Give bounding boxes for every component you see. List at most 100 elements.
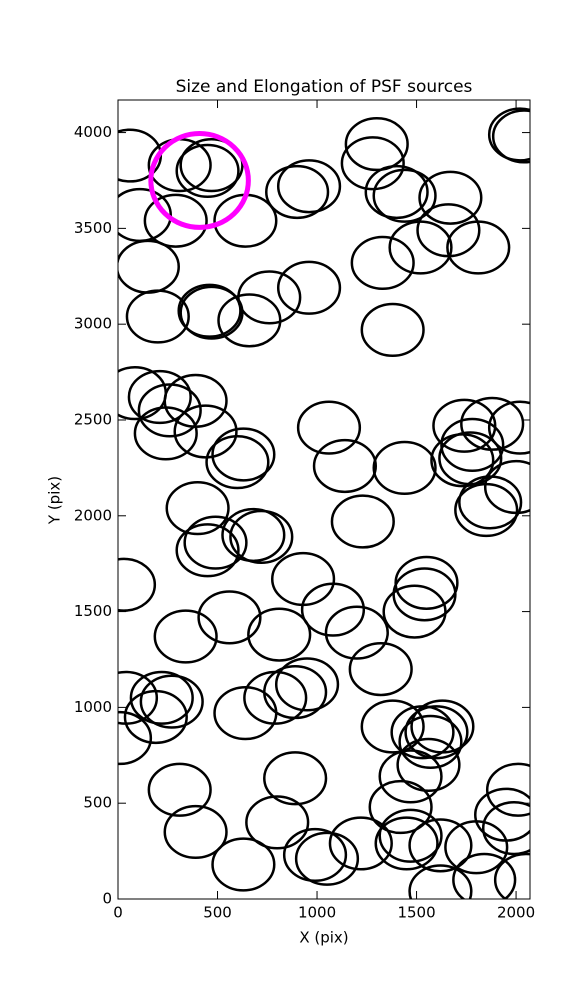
psf-ellipse bbox=[454, 482, 519, 538]
psf-ellipse bbox=[452, 852, 517, 899]
psf-ellipse bbox=[485, 762, 530, 817]
psf-ellipse bbox=[324, 605, 389, 660]
psf-ellipse bbox=[294, 831, 360, 886]
psf-ellipse bbox=[312, 438, 377, 494]
psf-ellipse bbox=[296, 400, 362, 455]
psf-ellipse bbox=[175, 523, 240, 578]
psf-ellipse bbox=[147, 762, 212, 817]
psf-ellipse bbox=[378, 749, 443, 804]
x-axis-label: X (pix) bbox=[299, 929, 348, 947]
psf-ellipse bbox=[197, 590, 262, 645]
psf-ellipse bbox=[382, 584, 447, 639]
psf-ellipse bbox=[487, 400, 530, 455]
psf-ellipse bbox=[372, 168, 437, 223]
x-tick-label: 1500 bbox=[397, 904, 435, 922]
psf-ellipse bbox=[344, 116, 409, 172]
psf-ellipse bbox=[183, 515, 248, 570]
psf-ellipse bbox=[348, 641, 413, 697]
psf-ellipse bbox=[211, 837, 276, 892]
psf-ellipse bbox=[276, 159, 342, 214]
x-tick-label: 500 bbox=[203, 904, 232, 922]
psf-ellipse bbox=[211, 427, 276, 482]
y-tick-label: 2000 bbox=[74, 506, 112, 524]
psf-ellipse bbox=[340, 136, 405, 191]
highlight-circle bbox=[148, 131, 251, 230]
psf-ellipse bbox=[137, 383, 202, 438]
psf-ellipse bbox=[396, 737, 461, 792]
psf-ellipse bbox=[133, 406, 198, 461]
psf-ellipse bbox=[432, 398, 497, 453]
psf-ellipse bbox=[300, 582, 366, 637]
psf-ellipse bbox=[374, 816, 439, 871]
psf-ellipse bbox=[263, 664, 328, 720]
psf-ellipse bbox=[360, 699, 425, 754]
psf-ellipse bbox=[360, 302, 425, 358]
psf-ellipse bbox=[282, 827, 348, 883]
psf-ellipse bbox=[271, 551, 336, 607]
psf-ellipse bbox=[125, 289, 190, 344]
y-tick-label: 4000 bbox=[74, 123, 112, 141]
psf-ellipse bbox=[153, 609, 218, 664]
plot-area bbox=[118, 107, 530, 899]
y-tick-label: 500 bbox=[83, 794, 112, 812]
y-axis-label: Y (pix) bbox=[46, 476, 64, 525]
psf-ellipse bbox=[430, 433, 495, 488]
psf-ellipse bbox=[179, 285, 244, 340]
psf-ellipse bbox=[263, 751, 328, 806]
psf-ellipse bbox=[444, 820, 509, 875]
psf-ellipse bbox=[372, 440, 437, 496]
psf-ellipse bbox=[364, 164, 429, 220]
psf-ellipse bbox=[165, 481, 230, 536]
plot-frame bbox=[117, 99, 531, 900]
psf-ellipse bbox=[330, 494, 395, 549]
psf-ellipse bbox=[129, 670, 194, 725]
psf-ellipse bbox=[491, 109, 530, 164]
psf-ellipse bbox=[350, 235, 415, 290]
psf-ellipse bbox=[118, 710, 153, 766]
x-tick-label: 1000 bbox=[298, 904, 336, 922]
psf-ellipse bbox=[440, 417, 505, 473]
psf-ellipse bbox=[205, 435, 270, 490]
psf-ellipse bbox=[127, 369, 192, 425]
y-tick-label: 1000 bbox=[74, 698, 112, 716]
psf-ellipse bbox=[408, 864, 473, 899]
psf-ellipse bbox=[446, 220, 511, 275]
psf-ellipse bbox=[392, 567, 457, 622]
y-tick-label: 3500 bbox=[74, 219, 112, 237]
psf-ellipse bbox=[368, 779, 433, 835]
psf-ellipse bbox=[217, 293, 282, 348]
psf-ellipse bbox=[481, 800, 530, 856]
psf-ellipse bbox=[139, 674, 204, 729]
y-tick-label: 0 bbox=[102, 890, 112, 908]
psf-ellipse bbox=[487, 107, 530, 162]
psf-ellipse bbox=[175, 143, 240, 199]
psf-ellipse bbox=[237, 270, 302, 325]
psf-ellipse bbox=[247, 607, 312, 662]
psf-ellipse bbox=[410, 699, 475, 754]
psf-ellipse bbox=[179, 138, 244, 193]
psf-ellipse bbox=[460, 396, 525, 451]
psf-ellipse bbox=[408, 818, 473, 873]
psf-ellipse bbox=[458, 475, 523, 530]
psf-ellipse bbox=[163, 373, 228, 428]
psf-ellipse bbox=[328, 816, 393, 871]
x-tick-label: 0 bbox=[113, 904, 123, 922]
x-tick-label: 2000 bbox=[497, 904, 535, 922]
psf-ellipse bbox=[229, 509, 294, 564]
psf-ellipse bbox=[245, 795, 310, 850]
psf-ellipse bbox=[123, 689, 188, 745]
psf-ellipse bbox=[143, 193, 208, 248]
psf-ellipse bbox=[177, 283, 242, 338]
psf-ellipse bbox=[398, 714, 463, 769]
y-tick-label: 1500 bbox=[74, 602, 112, 620]
psf-ellipse bbox=[118, 239, 180, 294]
psf-ellipse bbox=[118, 557, 157, 612]
psf-ellipse bbox=[493, 852, 530, 899]
y-tick-label: 3000 bbox=[74, 315, 112, 333]
psf-ellipse bbox=[404, 705, 469, 760]
psf-ellipse bbox=[265, 164, 330, 220]
psf-ellipse bbox=[276, 260, 342, 315]
chart-title: Size and Elongation of PSF sources bbox=[176, 77, 473, 97]
psf-ellipse bbox=[388, 220, 453, 275]
